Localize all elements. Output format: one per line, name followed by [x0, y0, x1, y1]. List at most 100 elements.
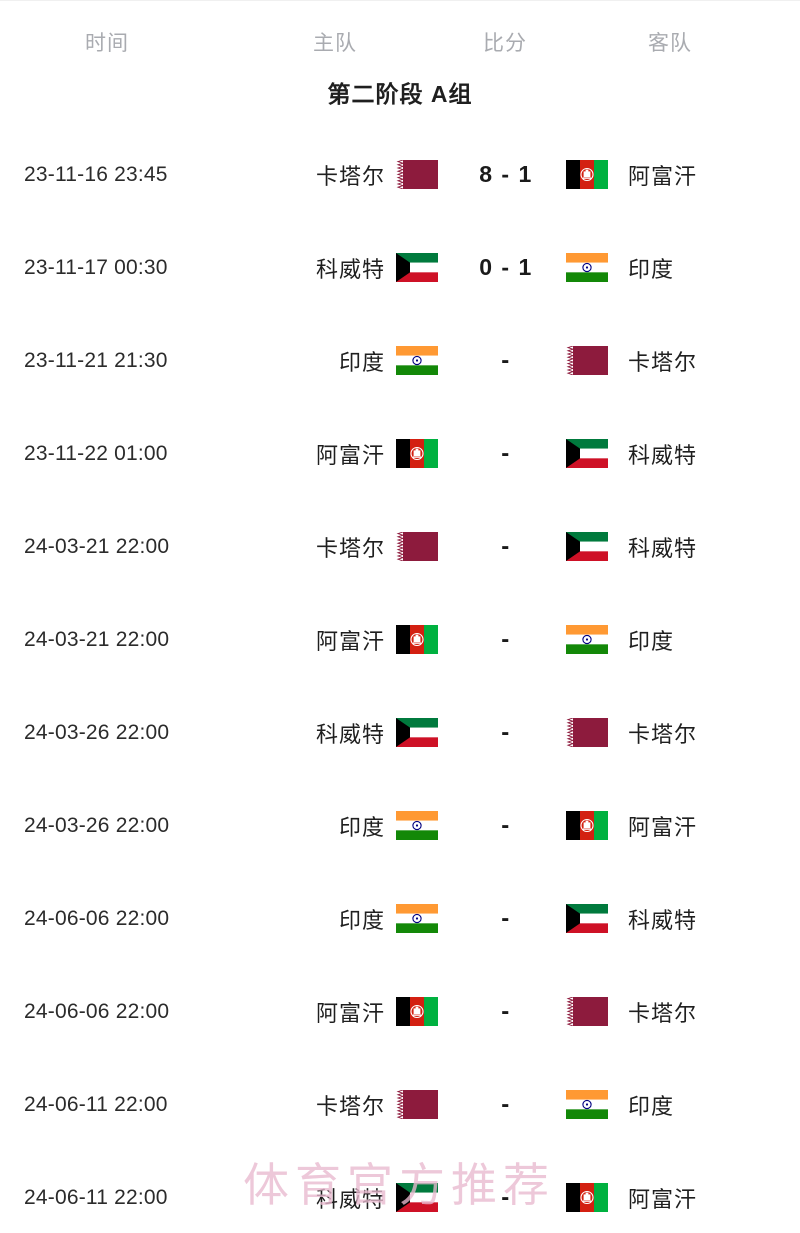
match-score: -	[501, 1183, 511, 1211]
match-row[interactable]: 23-11-16 23:45 卡塔尔 8 - 1 阿富汗	[0, 128, 800, 221]
home-team-name: 阿富汗	[315, 1000, 385, 1026]
match-row[interactable]: 23-11-22 01:00 阿富汗 - 科威特	[0, 407, 800, 500]
match-datetime: 23-11-17 00:30	[24, 255, 168, 279]
qatar-flag-icon	[396, 1090, 438, 1119]
away-team-name: 印度	[628, 256, 675, 282]
away-team-name: 科威特	[628, 442, 698, 468]
away-team-name: 卡塔尔	[628, 349, 698, 375]
away-team-flag-cell	[566, 872, 612, 965]
india-flag-icon	[566, 253, 608, 282]
kuwait-flag-icon	[396, 1183, 438, 1212]
india-flag-icon	[396, 904, 438, 933]
home-team-name: 卡塔尔	[315, 535, 385, 561]
match-row[interactable]: 23-11-21 21:30 印度 - 卡塔尔	[0, 314, 800, 407]
match-score: 0 - 1	[479, 254, 533, 280]
qatar-flag-icon	[566, 997, 608, 1026]
home-team-name: 科威特	[315, 1186, 385, 1212]
away-team-flag-cell	[566, 686, 612, 779]
match-score: -	[501, 625, 511, 653]
match-datetime: 24-03-26 22:00	[24, 720, 170, 744]
match-datetime: 24-03-26 22:00	[24, 813, 170, 837]
away-team-name: 科威特	[628, 907, 698, 933]
home-team-flag-cell	[396, 1058, 442, 1151]
match-score: -	[501, 1090, 511, 1118]
home-team-name: 印度	[338, 349, 385, 375]
column-header-time: 时间	[85, 32, 129, 55]
home-team-name: 科威特	[315, 721, 385, 747]
match-row[interactable]: 24-03-26 22:00 科威特 - 卡塔尔	[0, 686, 800, 779]
away-team-name: 阿富汗	[628, 814, 698, 840]
india-flag-icon	[396, 346, 438, 375]
match-datetime: 24-06-06 22:00	[24, 999, 170, 1023]
match-score: -	[501, 904, 511, 932]
match-datetime: 24-03-21 22:00	[24, 534, 170, 558]
kuwait-flag-icon	[566, 532, 608, 561]
kuwait-flag-icon	[396, 253, 438, 282]
home-team-flag-cell	[396, 221, 442, 314]
match-score: -	[501, 532, 511, 560]
afghanistan-flag-icon	[566, 811, 608, 840]
column-header-away: 客队	[648, 32, 692, 55]
afghanistan-flag-icon	[396, 439, 438, 468]
away-team-name: 卡塔尔	[628, 1000, 698, 1026]
match-datetime: 23-11-21 21:30	[24, 348, 168, 372]
afghanistan-flag-icon	[396, 625, 438, 654]
afghanistan-flag-icon	[566, 1183, 608, 1212]
match-list: 23-11-16 23:45 卡塔尔 8 - 1 阿富汗 23-11-17 00:30 科…	[0, 128, 800, 1233]
column-header-home: 主队	[313, 32, 357, 55]
away-team-flag-cell	[566, 407, 612, 500]
match-row[interactable]: 24-03-21 22:00 卡塔尔 - 科威特	[0, 500, 800, 593]
kuwait-flag-icon	[566, 904, 608, 933]
match-score: -	[501, 718, 511, 746]
kuwait-flag-icon	[396, 718, 438, 747]
home-team-name: 印度	[338, 907, 385, 933]
match-score: -	[501, 439, 511, 467]
home-team-flag-cell	[396, 500, 442, 593]
match-datetime: 24-03-21 22:00	[24, 627, 170, 651]
away-team-name: 印度	[628, 1093, 675, 1119]
home-team-flag-cell	[396, 314, 442, 407]
match-datetime: 23-11-16 23:45	[24, 162, 168, 186]
match-row[interactable]: 24-06-06 22:00 阿富汗 - 卡塔尔	[0, 965, 800, 1058]
india-flag-icon	[566, 1090, 608, 1119]
match-row[interactable]: 24-06-06 22:00 印度 - 科威特	[0, 872, 800, 965]
away-team-name: 阿富汗	[628, 1186, 698, 1212]
home-team-name: 卡塔尔	[315, 1093, 385, 1119]
away-team-name: 印度	[628, 628, 675, 654]
match-row[interactable]: 23-11-17 00:30 科威特 0 - 1 印度	[0, 221, 800, 314]
home-team-flag-cell	[396, 128, 442, 221]
qatar-flag-icon	[566, 718, 608, 747]
match-score: -	[501, 997, 511, 1025]
home-team-name: 印度	[338, 814, 385, 840]
home-team-name: 阿富汗	[315, 442, 385, 468]
away-team-name: 阿富汗	[628, 163, 698, 189]
india-flag-icon	[396, 811, 438, 840]
match-row[interactable]: 24-03-26 22:00 印度 - 阿富汗	[0, 779, 800, 872]
match-datetime: 24-06-06 22:00	[24, 906, 170, 930]
match-score: 8 - 1	[479, 161, 533, 187]
kuwait-flag-icon	[566, 439, 608, 468]
away-team-flag-cell	[566, 128, 612, 221]
away-team-flag-cell	[566, 965, 612, 1058]
qatar-flag-icon	[396, 532, 438, 561]
away-team-flag-cell	[566, 1151, 612, 1233]
away-team-flag-cell	[566, 221, 612, 314]
home-team-flag-cell	[396, 686, 442, 779]
away-team-name: 卡塔尔	[628, 721, 698, 747]
match-row[interactable]: 24-03-21 22:00 阿富汗 - 印度	[0, 593, 800, 686]
home-team-name: 阿富汗	[315, 628, 385, 654]
afghanistan-flag-icon	[566, 160, 608, 189]
match-row[interactable]: 24-06-11 22:00 卡塔尔 - 印度	[0, 1058, 800, 1151]
home-team-flag-cell	[396, 965, 442, 1058]
away-team-flag-cell	[566, 779, 612, 872]
group-title: 第二阶段 A组	[327, 81, 473, 107]
match-row[interactable]: 24-06-11 22:00 科威特 - 阿富汗	[0, 1151, 800, 1233]
away-team-flag-cell	[566, 314, 612, 407]
home-team-flag-cell	[396, 407, 442, 500]
home-team-name: 卡塔尔	[315, 163, 385, 189]
home-team-flag-cell	[396, 1151, 442, 1233]
qatar-flag-icon	[396, 160, 438, 189]
away-team-flag-cell	[566, 593, 612, 686]
away-team-flag-cell	[566, 1058, 612, 1151]
